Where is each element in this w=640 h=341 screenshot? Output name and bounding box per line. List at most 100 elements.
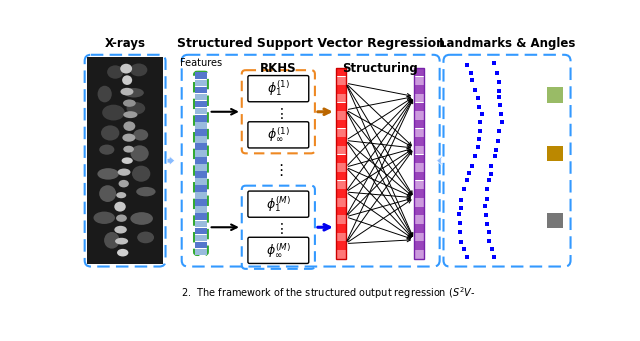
Bar [336, 155, 346, 163]
Ellipse shape [97, 86, 112, 102]
FancyArrow shape [167, 156, 175, 165]
Ellipse shape [120, 64, 132, 74]
Bar [195, 185, 207, 192]
Ellipse shape [115, 238, 128, 244]
FancyBboxPatch shape [248, 122, 308, 148]
Text: 2.  The framework of the structured output regression $(S^2V$-: 2. The framework of the structured outpu… [181, 285, 475, 301]
Text: $\vdots$: $\vdots$ [273, 221, 283, 236]
Bar [414, 146, 424, 154]
Bar [414, 224, 424, 233]
Bar [195, 199, 207, 206]
Ellipse shape [124, 146, 134, 153]
Bar [414, 216, 424, 224]
Ellipse shape [101, 125, 119, 140]
Bar [195, 150, 207, 157]
Ellipse shape [131, 145, 148, 161]
Ellipse shape [102, 105, 125, 120]
Ellipse shape [122, 157, 132, 164]
FancyArrow shape [436, 156, 442, 165]
Bar [547, 87, 563, 103]
Bar [336, 146, 346, 154]
Ellipse shape [137, 232, 154, 243]
Ellipse shape [132, 166, 150, 182]
Text: $\vdots$: $\vdots$ [273, 106, 283, 121]
Bar [195, 235, 207, 241]
Ellipse shape [133, 129, 148, 140]
Ellipse shape [124, 88, 144, 98]
Bar [336, 94, 346, 102]
Bar [414, 241, 424, 250]
Bar [336, 224, 346, 233]
Bar [414, 163, 424, 172]
Ellipse shape [127, 102, 145, 115]
Ellipse shape [123, 100, 136, 107]
Bar [336, 250, 346, 258]
Bar [195, 115, 207, 121]
Ellipse shape [124, 111, 138, 118]
Bar [547, 213, 563, 228]
Ellipse shape [122, 134, 135, 142]
Bar [336, 103, 346, 111]
Ellipse shape [136, 187, 156, 196]
Bar [414, 68, 424, 259]
Bar [195, 73, 207, 79]
Bar [414, 129, 424, 137]
Bar [414, 155, 424, 163]
Ellipse shape [130, 63, 147, 76]
Text: Structuring: Structuring [342, 62, 418, 75]
Text: $\phi_\infty^{(M)}$: $\phi_\infty^{(M)}$ [266, 241, 291, 260]
Bar [195, 221, 207, 227]
Ellipse shape [122, 75, 132, 85]
Ellipse shape [118, 168, 131, 176]
Bar [414, 189, 424, 198]
Bar [195, 136, 207, 143]
Bar [336, 198, 346, 207]
Bar [195, 87, 207, 93]
Bar [414, 137, 424, 146]
Bar [336, 207, 346, 215]
Text: Features: Features [180, 58, 222, 68]
Ellipse shape [104, 232, 120, 249]
FancyBboxPatch shape [248, 191, 308, 217]
Bar [336, 189, 346, 198]
Bar [336, 233, 346, 241]
Text: Landmarks & Angles: Landmarks & Angles [439, 37, 575, 50]
Bar [195, 242, 207, 248]
Ellipse shape [116, 192, 126, 198]
Ellipse shape [124, 121, 135, 131]
Ellipse shape [93, 211, 115, 224]
Bar [195, 171, 207, 178]
Bar [195, 108, 207, 115]
Bar [195, 79, 207, 86]
Bar [414, 172, 424, 180]
Bar [336, 85, 346, 94]
Bar [336, 181, 346, 189]
Bar [414, 198, 424, 207]
Bar [414, 233, 424, 241]
Ellipse shape [131, 212, 153, 225]
Text: RKHS: RKHS [260, 62, 297, 75]
FancyBboxPatch shape [248, 237, 308, 264]
Bar [336, 120, 346, 129]
Bar [336, 111, 346, 120]
Ellipse shape [115, 226, 127, 234]
Bar [414, 94, 424, 102]
Text: $\vdots$: $\vdots$ [273, 162, 284, 178]
Bar [414, 85, 424, 94]
Bar [336, 241, 346, 250]
Bar [195, 178, 207, 185]
Ellipse shape [99, 185, 116, 202]
Text: Structured Support Vector Regression: Structured Support Vector Regression [177, 37, 445, 50]
Text: $\phi_\infty^{(1)}$: $\phi_\infty^{(1)}$ [267, 126, 290, 144]
Bar [195, 192, 207, 199]
Bar [195, 206, 207, 213]
Bar [414, 76, 424, 85]
Ellipse shape [107, 65, 124, 79]
Bar [195, 157, 207, 164]
Bar [336, 68, 346, 76]
Bar [336, 163, 346, 172]
Bar [195, 94, 207, 100]
Ellipse shape [116, 214, 127, 222]
Bar [414, 111, 424, 120]
Bar [336, 172, 346, 180]
